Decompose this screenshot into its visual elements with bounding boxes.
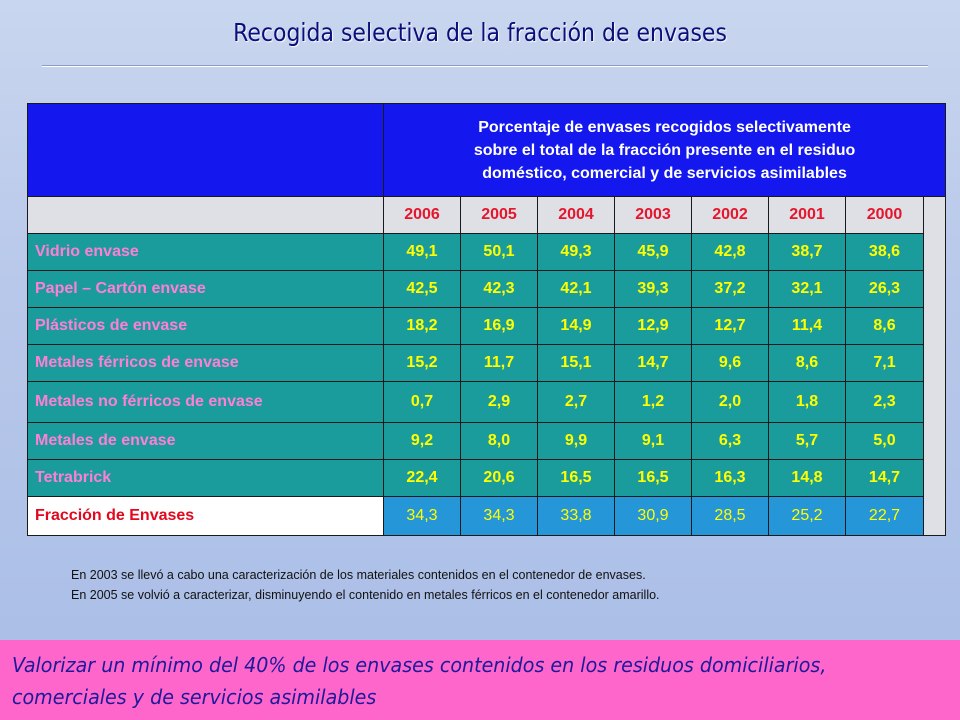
value-cell: 2,3 [845, 381, 924, 423]
value-cell: 30,9 [614, 496, 692, 536]
row-label: Metales de envase [27, 422, 384, 460]
value-cell: 5,7 [768, 422, 846, 460]
value-cell: 16,5 [614, 459, 692, 497]
footnote: En 2003 se llevó a cabo una caracterizac… [71, 568, 646, 582]
value-cell: 49,1 [383, 233, 461, 271]
value-cell: 15,2 [383, 344, 461, 382]
value-cell: 42,3 [460, 270, 538, 308]
table-row: Tetrabrick 22,4 20,6 16,5 16,5 16,3 14,8… [27, 459, 946, 497]
value-cell: 42,8 [691, 233, 769, 271]
table-row: Plásticos de envase 18,2 16,9 14,9 12,9 … [27, 307, 946, 345]
value-cell: 38,7 [768, 233, 846, 271]
value-cell: 9,2 [383, 422, 461, 460]
value-cell: 16,3 [691, 459, 769, 497]
value-cell: 7,1 [845, 344, 924, 382]
year-cell: 2000 [845, 196, 924, 234]
value-cell: 37,2 [691, 270, 769, 308]
value-cell: 12,7 [691, 307, 769, 345]
value-cell: 11,4 [768, 307, 846, 345]
value-cell: 33,8 [537, 496, 615, 536]
value-cell: 9,1 [614, 422, 692, 460]
banner-line-2: comerciales y de servicios asimilables [12, 685, 377, 709]
value-cell: 25,2 [768, 496, 846, 536]
value-cell: 28,5 [691, 496, 769, 536]
value-cell: 39,3 [614, 270, 692, 308]
value-cell: 14,8 [768, 459, 846, 497]
slide-title: Recogida selectiva de la fracción de env… [233, 18, 727, 47]
year-cell: 2001 [768, 196, 846, 234]
year-cell: 2002 [691, 196, 769, 234]
value-cell: 16,9 [460, 307, 538, 345]
row-label: Tetrabrick [27, 459, 384, 497]
value-cell: 2,7 [537, 381, 615, 423]
footnote: En 2005 se volvió a caracterizar, dismin… [71, 588, 660, 602]
row-label: Metales no férricos de envase [27, 381, 384, 423]
value-cell: 9,9 [537, 422, 615, 460]
table-row: Papel – Cartón envase 42,5 42,3 42,1 39,… [27, 270, 946, 308]
value-cell: 9,6 [691, 344, 769, 382]
value-cell: 8,0 [460, 422, 538, 460]
value-cell: 1,2 [614, 381, 692, 423]
value-cell: 34,3 [460, 496, 538, 536]
title-divider [42, 65, 928, 67]
value-cell: 8,6 [845, 307, 924, 345]
value-cell: 49,3 [537, 233, 615, 271]
header-line-2: sobre el total de la fracción presente e… [473, 141, 856, 159]
value-cell: 18,2 [383, 307, 461, 345]
table-header-row: Porcentaje de envases recogidos selectiv… [27, 103, 947, 197]
value-cell: 6,3 [691, 422, 769, 460]
row-label: Plásticos de envase [27, 307, 384, 345]
value-cell: 22,7 [845, 496, 924, 536]
value-cell: 38,6 [845, 233, 924, 271]
value-cell: 5,0 [845, 422, 924, 460]
value-cell: 50,1 [460, 233, 538, 271]
value-cell: 12,9 [614, 307, 692, 345]
years-row: 2006 2005 2004 2003 2002 2001 2000 [27, 196, 947, 536]
total-row: Fracción de Envases 34,3 34,3 33,8 30,9 … [27, 496, 946, 536]
table-row: Metales no férricos de envase 0,7 2,9 2,… [27, 381, 946, 423]
value-cell: 32,1 [768, 270, 846, 308]
value-cell: 0,7 [383, 381, 461, 423]
value-cell: 34,3 [383, 496, 461, 536]
header-line-1: Porcentaje de envases recogidos selectiv… [478, 118, 851, 136]
header-line-3: doméstico, comercial y de servicios asim… [482, 164, 847, 182]
value-cell: 8,6 [768, 344, 846, 382]
value-cell: 2,0 [691, 381, 769, 423]
table-row: Metales de envase 9,2 8,0 9,9 9,1 6,3 5,… [27, 422, 946, 460]
value-cell: 15,1 [537, 344, 615, 382]
year-cell: 2003 [614, 196, 692, 234]
row-label: Papel – Cartón envase [27, 270, 384, 308]
value-cell: 2,9 [460, 381, 538, 423]
value-cell: 22,4 [383, 459, 461, 497]
objective-banner: Valorizar un mínimo del 40% de los envas… [0, 640, 960, 720]
table-header: Porcentaje de envases recogidos selectiv… [382, 103, 947, 197]
value-cell: 14,7 [614, 344, 692, 382]
value-cell: 1,8 [768, 381, 846, 423]
banner-line-1: Valorizar un mínimo del 40% de los envas… [12, 653, 827, 677]
year-cell: 2004 [537, 196, 615, 234]
value-cell: 11,7 [460, 344, 538, 382]
table-row: Vidrio envase 49,1 50,1 49,3 45,9 42,8 3… [27, 233, 946, 271]
value-cell: 26,3 [845, 270, 924, 308]
value-cell: 14,7 [845, 459, 924, 497]
recycling-table: Porcentaje de envases recogidos selectiv… [27, 103, 947, 536]
footnotes: En 2003 se llevó a cabo una caracterizac… [71, 565, 660, 605]
value-cell: 45,9 [614, 233, 692, 271]
row-label: Fracción de Envases [27, 496, 384, 536]
row-label: Vidrio envase [27, 233, 384, 271]
value-cell: 42,1 [537, 270, 615, 308]
table-row: Metales férricos de envase 15,2 11,7 15,… [27, 344, 946, 382]
years-blank-cell [27, 196, 384, 234]
year-cell: 2005 [460, 196, 538, 234]
right-gutter-cell [922, 196, 947, 536]
value-cell: 16,5 [537, 459, 615, 497]
value-cell: 14,9 [537, 307, 615, 345]
year-cell: 2006 [383, 196, 461, 234]
value-cell: 42,5 [383, 270, 461, 308]
header-blank-cell [27, 103, 384, 197]
value-cell: 20,6 [460, 459, 538, 497]
row-label: Metales férricos de envase [27, 344, 384, 382]
